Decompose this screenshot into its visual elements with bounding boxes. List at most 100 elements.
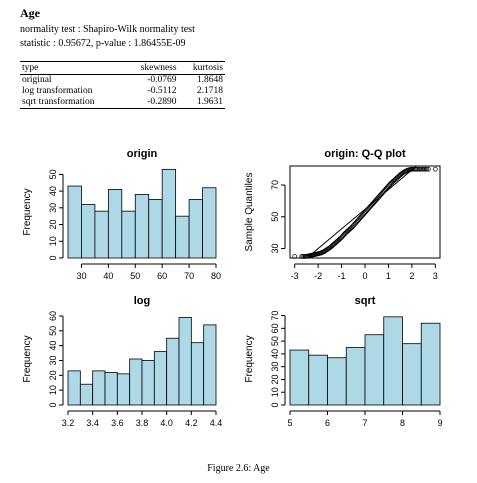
y-tick-label: 60 [48, 311, 58, 321]
x-tick-label: 60 [157, 271, 167, 281]
header-kurtosis: kurtosis [178, 61, 225, 75]
y-tick-label: 70 [270, 311, 280, 321]
x-tick-label: 5 [287, 418, 292, 428]
x-tick-label: 70 [184, 271, 194, 281]
cell-type: sqrt transformation [20, 97, 125, 109]
y-tick-label: 50 [48, 326, 58, 336]
y-tick-label: 30 [48, 355, 58, 365]
x-tick-label: 3.6 [111, 418, 124, 428]
y-axis-label: Frequency [22, 335, 33, 382]
y-axis-label: Frequency [22, 188, 33, 235]
y-tick-label: 10 [270, 387, 280, 397]
y-tick-label: 20 [48, 370, 58, 380]
cell-skewness: -0.0769 [147, 75, 177, 85]
histogram-bar [178, 317, 192, 406]
histogram-bar [402, 343, 422, 406]
header-skewness: skewness [124, 61, 179, 75]
x-tick-label: 4.2 [185, 418, 198, 428]
y-tick-label: 0 [48, 402, 58, 407]
qq-point [418, 166, 424, 172]
x-tick-label: 4.0 [160, 418, 173, 428]
histogram-bar [116, 373, 131, 406]
x-tick-label: 3.2 [62, 418, 75, 428]
histogram-bar [308, 354, 328, 406]
y-tick-label: 50 [48, 169, 58, 179]
y-tick-label: 20 [270, 374, 280, 384]
histogram-bar [345, 347, 366, 406]
histogram-bar [383, 316, 403, 406]
chart-title: sqrt [355, 295, 376, 307]
x-tick-label: 7 [362, 418, 367, 428]
histogram-bar [81, 204, 96, 259]
chart-title: log [134, 295, 151, 307]
qq-point [421, 166, 427, 172]
x-tick-label: 8 [400, 418, 405, 428]
histogram-bar [121, 210, 136, 259]
y-tick-label: 10 [48, 385, 58, 395]
qq-point [424, 166, 430, 172]
x-tick-label: 2 [409, 271, 414, 281]
qq-point [417, 166, 422, 172]
histogram-bar [67, 370, 81, 406]
qq-point [423, 166, 428, 172]
histogram-bar [203, 324, 217, 406]
histogram-bar [188, 199, 203, 259]
histogram-bar [104, 371, 118, 406]
header-type: type [20, 61, 125, 75]
y-tick-label: 60 [270, 323, 280, 333]
cell-type: log transformation [22, 86, 93, 96]
histogram-bar [79, 383, 94, 406]
y-tick-label: 70 [270, 180, 280, 190]
table-row: original -0.0769 1.8648 [20, 75, 225, 87]
y-tick-label: 50 [270, 336, 280, 346]
y-tick-label: 0 [48, 255, 58, 260]
cell-kurtosis: 2.1718 [196, 86, 223, 96]
figure-caption: Figure 2.6: Age [207, 463, 270, 474]
x-tick-label: 9 [437, 418, 442, 428]
x-tick-label: 3.4 [86, 418, 99, 428]
chart-title: origin: Q-Q plot [324, 148, 406, 160]
cell-kurtosis: 1.8648 [196, 75, 223, 85]
histogram-bar [153, 351, 168, 406]
histogram-bar [141, 360, 155, 406]
qq-point [425, 166, 431, 172]
y-tick-label: 50 [270, 212, 280, 222]
x-tick-label: 3 [433, 271, 438, 281]
qq-point [432, 166, 438, 172]
histogram-bar [148, 199, 163, 259]
histogram-bar [107, 189, 123, 259]
histogram-bar [289, 349, 310, 406]
histogram-bar [420, 322, 441, 406]
y-tick-label: 20 [48, 220, 58, 230]
histogram-bar [161, 168, 177, 259]
y-axis-label: Frequency [244, 335, 255, 382]
histogram-bar [67, 185, 82, 259]
y-tick-label: 40 [48, 341, 58, 351]
x-tick-label: 0 [362, 271, 367, 281]
histogram-bar [134, 194, 150, 259]
x-tick-label: 50 [130, 271, 140, 281]
y-axis-label: Sample Quantiles [244, 173, 255, 252]
x-tick-label: -1 [338, 271, 346, 281]
x-tick-label: -3 [291, 271, 299, 281]
x-tick-label: 1 [386, 271, 391, 281]
histogram-bar [327, 357, 347, 406]
x-tick-label: -2 [314, 271, 322, 281]
chart-title: origin [127, 148, 158, 160]
y-tick-label: 30 [270, 362, 280, 372]
cell-skewness: -0.5112 [147, 86, 177, 96]
x-tick-label: 80 [211, 271, 221, 281]
y-tick-label: 30 [48, 203, 58, 213]
skewness-kurtosis-table: type skewness kurtosis original -0.0769 … [20, 61, 225, 109]
y-tick-label: 40 [48, 186, 58, 196]
x-tick-label: 30 [76, 271, 86, 281]
histogram-bar [129, 358, 143, 406]
statistic-line: statistic : 0.95672, p-value : 1.86455E-… [20, 38, 186, 49]
histogram-bar [364, 334, 385, 406]
table-row: log transformation -0.5112 2.1718 [20, 86, 225, 97]
qq-point [415, 166, 421, 172]
histogram-bar [92, 370, 106, 406]
section-title: Age [20, 6, 40, 20]
plot-frame [289, 165, 441, 259]
